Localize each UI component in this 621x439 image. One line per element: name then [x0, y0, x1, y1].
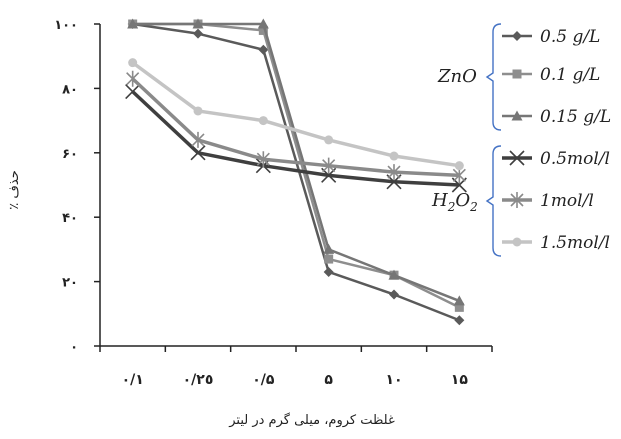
legend-label: 1.5mol/l [540, 233, 610, 253]
data-point [125, 84, 141, 100]
data-point [192, 18, 204, 29]
data-point [388, 269, 400, 280]
data-point [387, 164, 401, 181]
series-line [131, 77, 460, 178]
y-tick-label: ٨٠ [62, 82, 78, 97]
data-point [453, 295, 465, 306]
series-line [131, 90, 460, 187]
data-point [193, 106, 203, 116]
series-2 [127, 18, 465, 306]
x-tick-label: ١۵ [451, 372, 469, 388]
series-1 [128, 19, 464, 312]
legend-bracket [485, 23, 502, 131]
data-point [324, 254, 334, 264]
legend-group-label: ZnO [437, 66, 477, 87]
legend-item: 0.15 g/L [502, 107, 611, 127]
data-point [454, 161, 464, 171]
data-point [323, 243, 335, 254]
x-tick-label: ٠/١ [122, 372, 144, 388]
legend-label: 1mol/l [540, 191, 594, 211]
series-layer [125, 18, 467, 326]
x-tick-labels: ٠/١ ٠/٢٥ ٠/۵ ۵ ١٠ ١۵ [99, 346, 493, 388]
data-point [454, 315, 465, 326]
legend-item: 0.5mol/l [502, 149, 610, 169]
legend-marker [512, 69, 522, 79]
data-point [258, 116, 268, 126]
data-point [454, 302, 464, 312]
legend-marker [509, 150, 525, 166]
data-point [389, 151, 399, 161]
data-point [324, 135, 334, 145]
y-tick-label: ١٠٠ [54, 18, 78, 33]
y-tick-label: ٠ [70, 340, 78, 355]
y-tick-label: ٢٠ [62, 276, 78, 291]
legend-label: 0.1 g/L [540, 65, 600, 85]
data-point [127, 18, 139, 29]
y-axis-title: ٪ حذف [7, 170, 22, 209]
series-4 [126, 70, 466, 184]
data-point [128, 58, 138, 68]
legend-marker [510, 192, 524, 208]
legend-bracket [485, 145, 502, 257]
data-point [322, 157, 336, 174]
x-tick-label: ۵ [324, 372, 333, 388]
legend-group-label: H2O2 [431, 190, 478, 214]
data-point [323, 266, 334, 277]
legend-item: 0.5 g/L [502, 27, 600, 47]
data-point [193, 28, 203, 39]
data-point [257, 18, 269, 29]
data-point [258, 44, 269, 55]
legend: 0.5 g/L 0.1 g/L 0.15 g/L 0.5mol/l 1mol/l 1.5m… [431, 23, 611, 257]
legend-label: 0.5 g/L [540, 27, 600, 47]
legend-label: 0.15 g/L [540, 107, 611, 127]
y-tick-label: ۶٠ [62, 147, 78, 162]
series-line [132, 22, 460, 309]
legend-marker [512, 31, 522, 41]
data-point [191, 131, 205, 148]
data-point [256, 151, 270, 168]
legend-item: 1mol/l [502, 191, 594, 211]
x-tick-label: ٠/٢٥ [183, 372, 214, 388]
legend-label: 0.5mol/l [540, 149, 610, 169]
y-tick-labels: ٠ ٢٠ ۴٠ ۶٠ ٨٠ ١٠٠ [54, 18, 100, 355]
legend-item: 0.1 g/L [502, 65, 600, 85]
data-point [126, 70, 140, 87]
data-point [258, 25, 268, 35]
series-5 [128, 58, 464, 171]
x-axis-title: غلظت کروم، میلی گرم در لیتر [228, 412, 395, 428]
data-point [389, 289, 399, 300]
legend-marker [512, 237, 522, 247]
legend-item: 1.5mol/l [502, 233, 610, 253]
series-line [131, 61, 460, 168]
y-tick-label: ۴٠ [62, 211, 78, 226]
x-tick-label: ١٠ [385, 372, 402, 388]
series-line [132, 22, 460, 303]
legend-marker [511, 110, 523, 121]
data-point [190, 145, 206, 161]
x-tick-label: ٠/۵ [252, 372, 275, 388]
